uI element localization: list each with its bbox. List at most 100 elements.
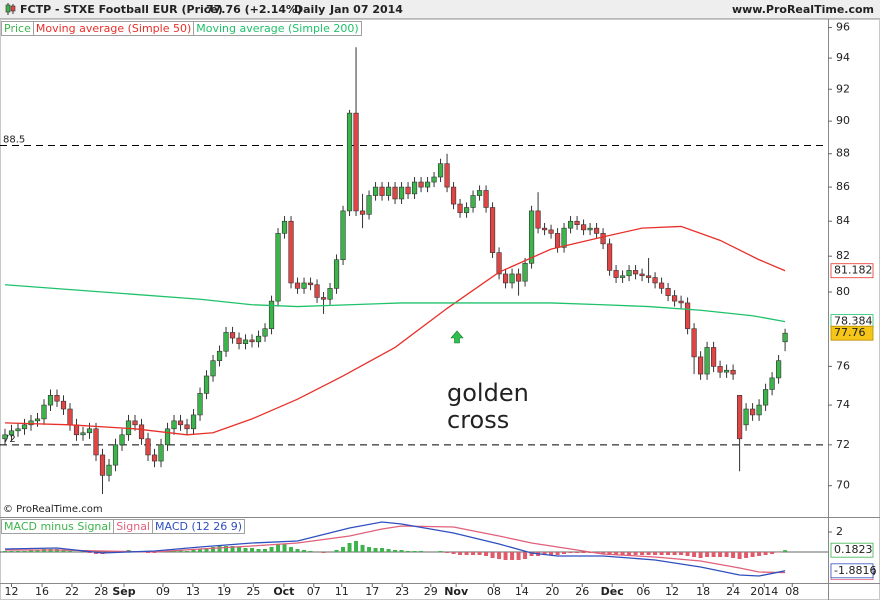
- histogram-bar: [87, 552, 92, 553]
- x-tick-label: 18: [696, 585, 710, 598]
- histogram-bar: [653, 552, 658, 555]
- x-tick-label: 26: [575, 585, 589, 598]
- candle-body: [600, 233, 606, 245]
- histogram-bar: [230, 546, 235, 552]
- candle-body: [294, 282, 301, 289]
- candle-body: [775, 360, 782, 379]
- histogram-bar: [750, 552, 755, 557]
- quote: 77.76 (+2.14%): [206, 3, 303, 16]
- reference-label: 88.5: [3, 135, 25, 146]
- histogram-bar: [367, 547, 372, 552]
- reference-label: 72: [3, 434, 16, 445]
- x-tick-label: 22: [65, 585, 79, 598]
- histogram-bar: [204, 548, 209, 552]
- candle-body: [548, 229, 554, 234]
- y-tick-label: 92: [836, 82, 850, 95]
- candle-body: [145, 438, 151, 456]
- legend: MACD minus Signal Signal MACD (12 26 9): [1, 519, 246, 534]
- value-tag: 77.76: [834, 326, 866, 339]
- candle-body: [21, 424, 28, 430]
- candle-body: [691, 328, 697, 358]
- histogram-bar: [490, 552, 495, 558]
- x-tick-label: 17: [365, 585, 379, 598]
- histogram-bar: [341, 547, 346, 552]
- candle-body: [697, 356, 704, 375]
- x-tick-label: 06: [636, 585, 650, 598]
- histogram-bar: [250, 548, 255, 552]
- x-tick-label: 13: [186, 585, 200, 598]
- candle-body: [392, 186, 398, 200]
- histogram-bar: [575, 552, 580, 553]
- x-tick-label: 29: [424, 585, 438, 598]
- candle-body: [639, 273, 645, 277]
- candle-body: [502, 273, 509, 284]
- x-tick-label: 24: [726, 585, 740, 598]
- histogram-bar: [269, 547, 274, 552]
- candle-body: [288, 220, 294, 284]
- candle-body: [99, 454, 106, 476]
- candle-body: [528, 210, 535, 264]
- histogram-bar: [464, 552, 469, 555]
- histogram-bar: [282, 544, 287, 552]
- histogram-bar: [198, 549, 203, 552]
- y-tick-label: 70: [836, 479, 850, 492]
- histogram-bar: [29, 550, 34, 552]
- legend: Price Moving average (Simple 50) Moving av…: [1, 21, 362, 36]
- candle-body: [736, 395, 743, 440]
- candle-body: [723, 369, 730, 373]
- value-tag-bg: [830, 263, 874, 279]
- x-tick-label: 12: [665, 585, 679, 598]
- histogram-bar: [562, 552, 567, 554]
- candle-body: [307, 282, 314, 286]
- y-tick-label: 76: [836, 359, 850, 372]
- histogram-bar: [744, 552, 749, 558]
- signal-arrow: [450, 330, 464, 344]
- macd-line: [5, 525, 786, 574]
- candle-body: [710, 347, 717, 367]
- candle-body: [47, 395, 54, 406]
- candle-body: [236, 337, 242, 344]
- candle-body: [385, 186, 392, 196]
- candle-body: [190, 414, 197, 430]
- histogram-bar: [347, 543, 352, 552]
- value-tag: 81.182: [834, 264, 873, 277]
- histogram-bar: [705, 552, 710, 557]
- legend-entry: MACD (12 26 9): [152, 519, 246, 534]
- header: FCTP - STXE Football EUR (Price) 77.76 (…: [0, 0, 880, 19]
- histogram-bar: [581, 552, 586, 553]
- x-tick-label: 14: [515, 585, 529, 598]
- candle-body: [496, 252, 502, 275]
- histogram-bar: [503, 552, 508, 560]
- x-tick-label: 12: [5, 585, 19, 598]
- histogram-bar: [256, 549, 261, 552]
- histogram-bar: [614, 552, 619, 555]
- moving-average: [4, 225, 786, 436]
- histogram-bar: [601, 552, 606, 554]
- candle-body: [138, 424, 145, 440]
- histogram-bar: [360, 545, 365, 552]
- candle-body: [424, 181, 431, 188]
- histogram-bar: [666, 552, 671, 555]
- y-tick-label: 82: [836, 249, 850, 262]
- candle-body: [405, 186, 411, 195]
- candle-body: [346, 112, 353, 212]
- histogram-bar: [711, 552, 716, 557]
- moving-average: [4, 284, 786, 323]
- candle-body: [255, 335, 262, 343]
- x-tick-label: Sep: [112, 585, 135, 598]
- x-tick-label: 2014: [750, 585, 778, 598]
- candle-body: [483, 190, 489, 208]
- candle-body: [242, 339, 249, 344]
- histogram-bar: [633, 552, 638, 555]
- histogram-bar: [698, 552, 703, 558]
- histogram-bar: [620, 552, 625, 555]
- candle-body: [151, 454, 158, 462]
- value-tag-bg: [830, 563, 874, 579]
- histogram-bar: [16, 551, 21, 552]
- candle-body: [60, 400, 67, 410]
- x-tick-label: 23: [395, 585, 409, 598]
- histogram-bar: [679, 552, 684, 555]
- candle-body: [34, 418, 41, 422]
- candle-body: [418, 181, 424, 188]
